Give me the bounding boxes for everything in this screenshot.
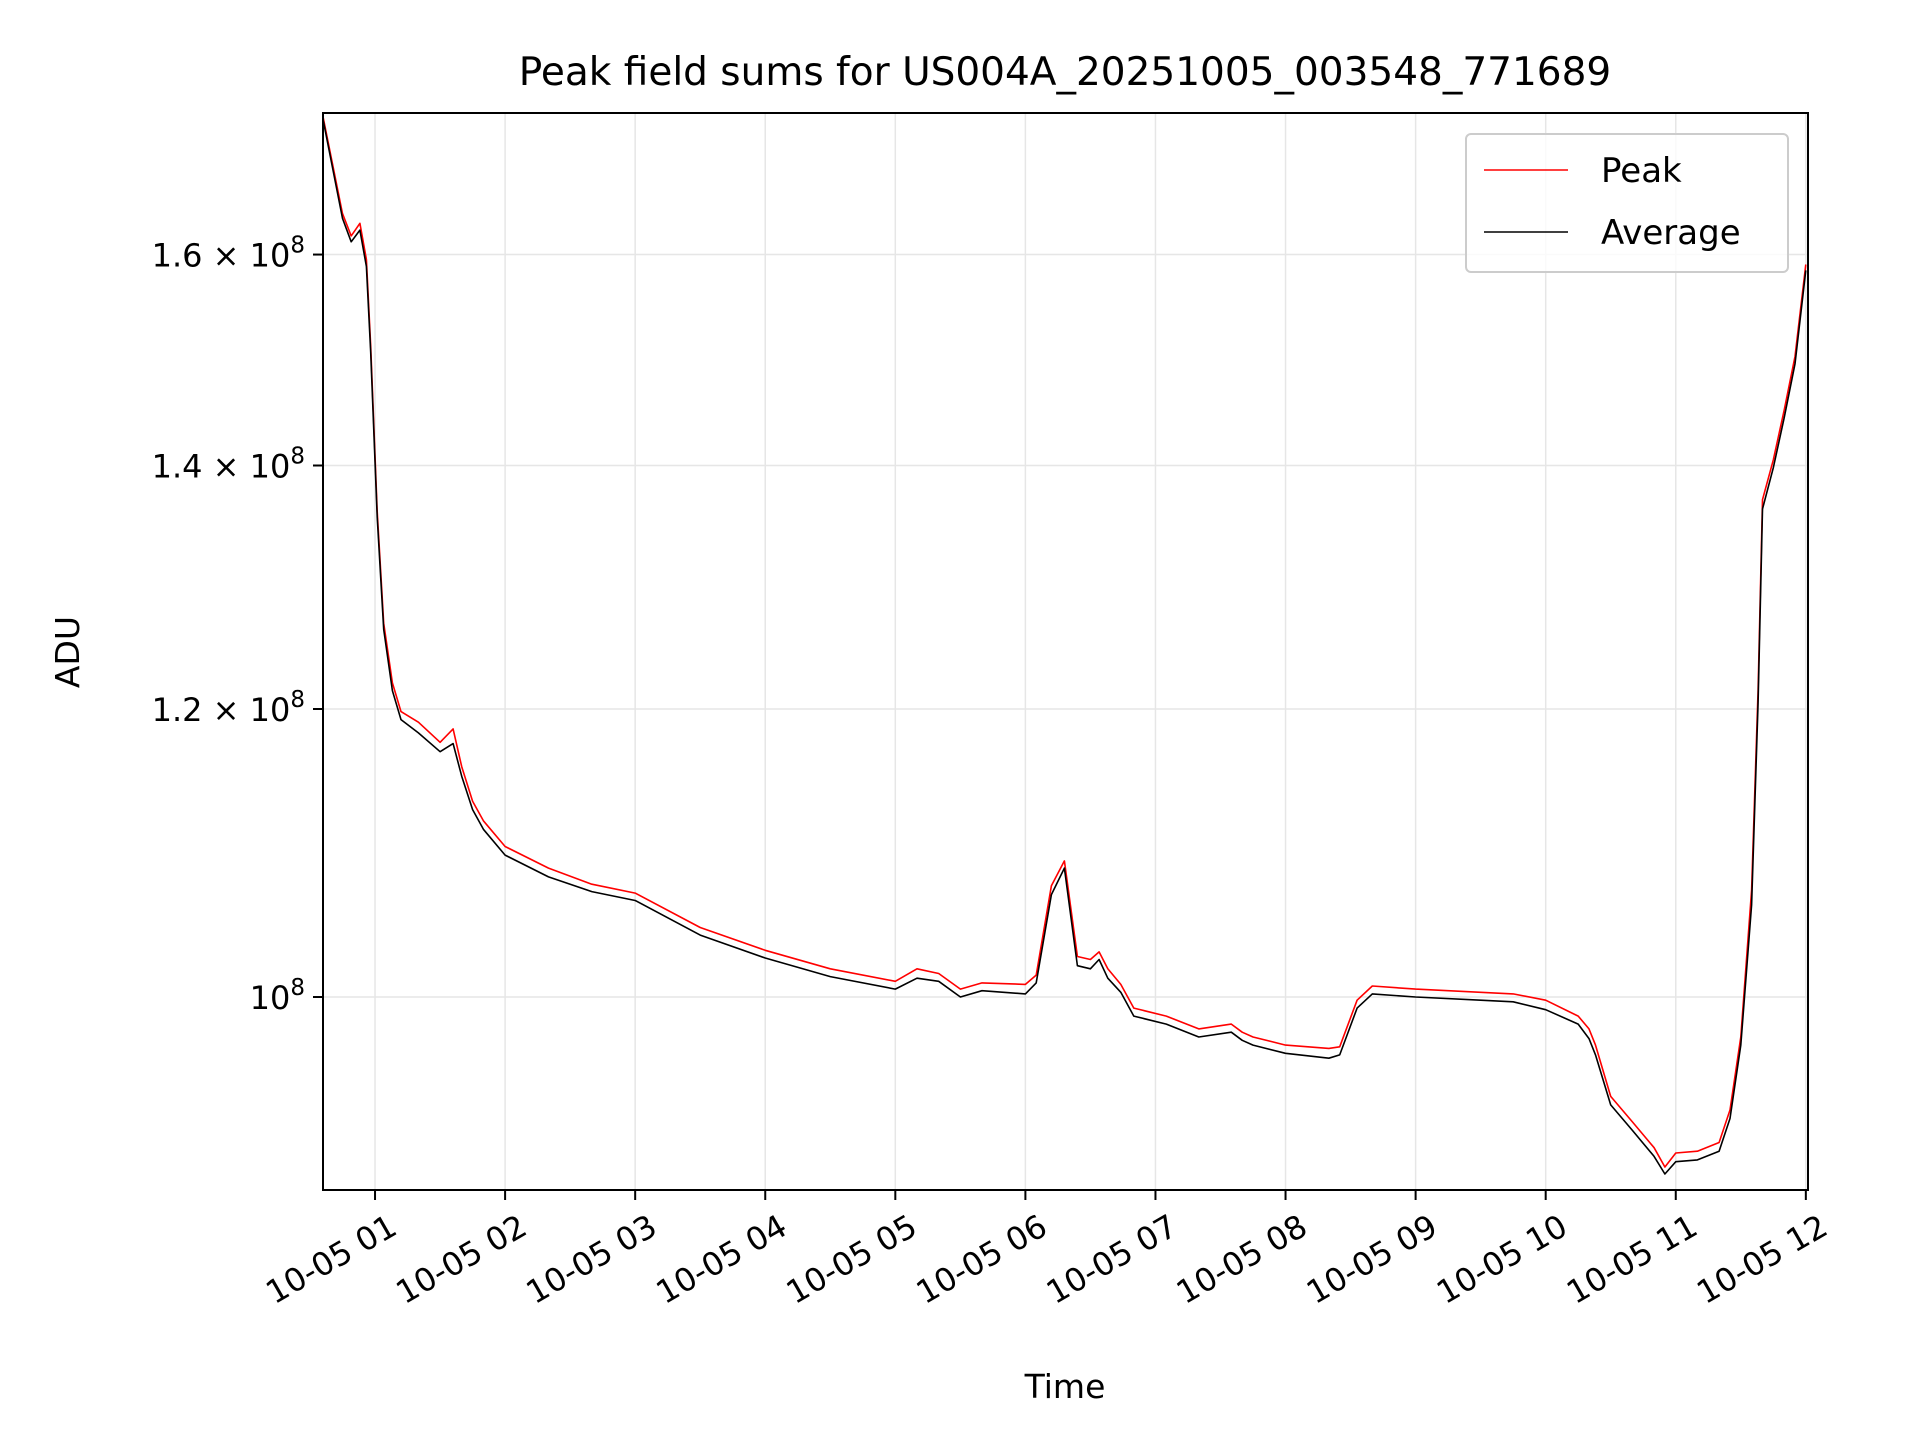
y-tick-label: 1.4 × 108 <box>152 443 305 485</box>
legend-label-peak: Peak <box>1601 151 1682 191</box>
y-axis-label: ADU <box>48 616 87 688</box>
x-axis-label: Time <box>1024 1367 1106 1406</box>
y-axis: 108 1.2 × 108 1.4 × 108 1.6 × 108 <box>152 233 323 1017</box>
y-tick-mantissa: 1.2 <box>152 691 203 729</box>
y-tick-exponent: 8 <box>290 443 305 469</box>
legend-label-average: Average <box>1601 213 1741 253</box>
y-tick-label: 1.2 × 108 <box>152 687 305 729</box>
series-line-average <box>323 119 1807 1175</box>
y-tick-mantissa: 1.6 <box>152 237 203 275</box>
y-tick-exponent: 8 <box>290 233 305 259</box>
y-tick-exponent: 8 <box>290 975 305 1001</box>
y-tick-label: 1.6 × 108 <box>152 233 305 275</box>
chart-title: Peak field sums for US004A_20251005_0035… <box>519 50 1612 95</box>
y-tick-label: 108 <box>250 975 305 1017</box>
legend: Peak Average <box>1465 133 1789 273</box>
series-line-peak <box>323 116 1807 1168</box>
y-tick-mantissa: 1.4 <box>152 447 203 485</box>
series-layer <box>323 116 1807 1175</box>
y-tick-exponent: 8 <box>290 687 305 713</box>
plot-frame <box>322 112 1809 1191</box>
legend-box <box>1465 133 1789 273</box>
